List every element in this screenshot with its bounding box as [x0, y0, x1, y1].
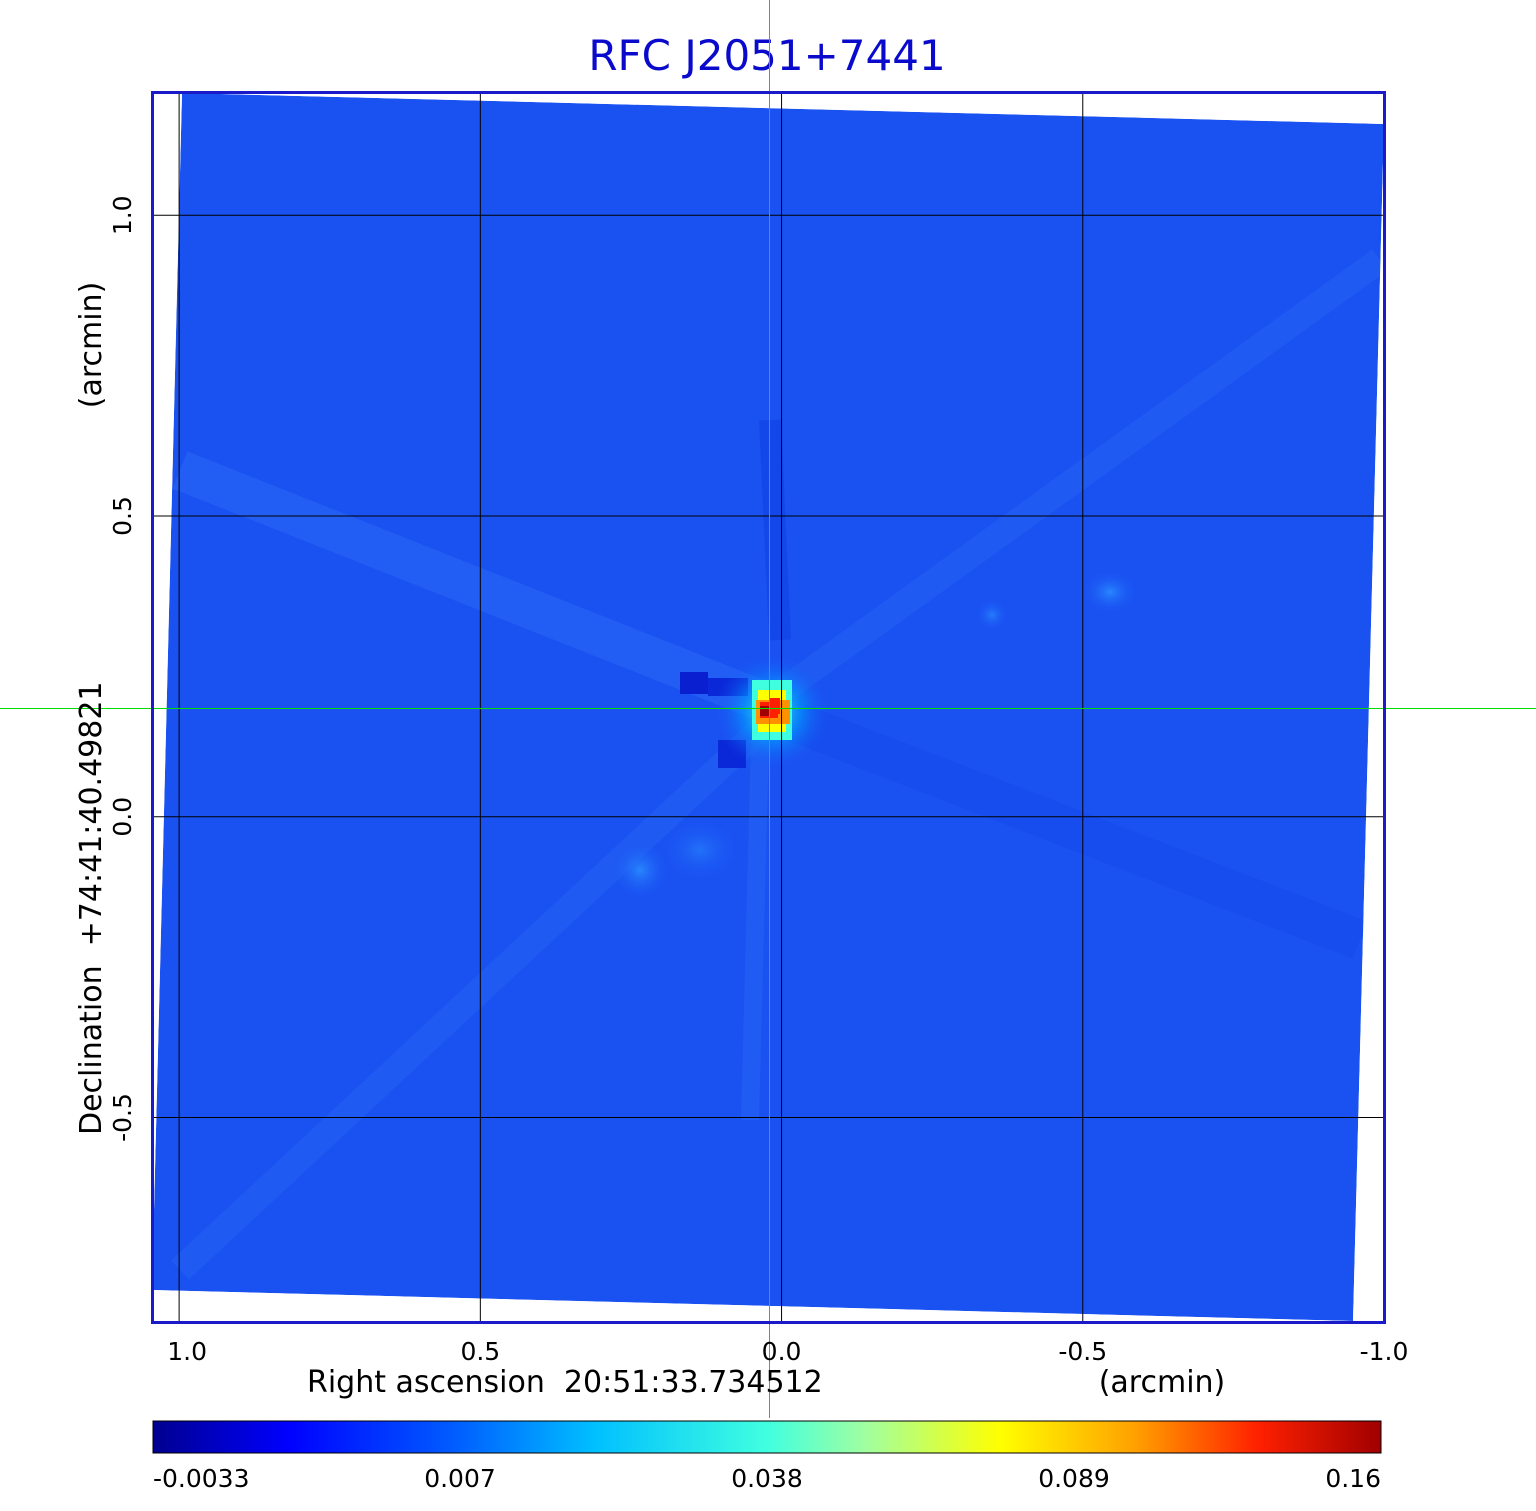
y-tick-label: 0.0: [108, 797, 137, 837]
source-pixel: [770, 698, 780, 714]
coordinate-grid: [152, 92, 1384, 1322]
plot-frame: [151, 91, 1386, 1324]
x-tick-label: -0.5: [1058, 1337, 1107, 1366]
y-tick-label: 0.5: [108, 496, 137, 536]
chart-title: RFC J2051+7441: [588, 31, 945, 80]
x-tick-label: 1.0: [167, 1337, 207, 1366]
crosshair: [0, 0, 1536, 1418]
x-tick-label: -1.0: [1360, 1337, 1409, 1366]
x-axis-unit: (arcmin): [1099, 1365, 1226, 1400]
x-axis-label: Right ascension 20:51:33.734512: [307, 1365, 823, 1400]
faint-feature: [660, 818, 740, 882]
negative-pixel: [680, 672, 708, 694]
y-tick-label: -0.5: [108, 1093, 137, 1142]
colorbar-tick-label: 0.038: [731, 1464, 803, 1493]
y-tick-labels: 1.0 0.5 0.0 -0.5: [108, 195, 137, 1141]
intensity-map: [152, 93, 1384, 1321]
colorbar-tick-label: -0.0033: [153, 1464, 250, 1493]
colorbar-tick-label: 0.007: [424, 1464, 496, 1493]
colorbar: [152, 1420, 1382, 1454]
faint-feature: [976, 599, 1008, 631]
colorbar-tick-label: 0.089: [1038, 1464, 1110, 1493]
y-axis-label: Declination +74:41:40.49821: [74, 681, 109, 1135]
source-peak-pixel: [760, 706, 770, 716]
faint-feature: [610, 840, 670, 900]
sidelobe-streak: [762, 249, 1384, 711]
sidelobe-streak: [741, 739, 769, 1121]
colorbar-tick-labels: -0.0033 0.007 0.038 0.089 0.16: [153, 1464, 1381, 1493]
y-axis-unit: (arcmin): [74, 282, 109, 409]
x-tick-labels: 1.0 0.5 0.0 -0.5 -1.0: [167, 1337, 1408, 1366]
x-tick-label: 0.5: [460, 1337, 500, 1366]
sidelobe-streak: [172, 451, 768, 719]
sidelobe-streak: [782, 701, 1368, 959]
sidelobe-streak: [759, 419, 791, 641]
x-tick-label: 0.0: [762, 1337, 802, 1366]
colorbar-tick-label: 0.16: [1325, 1464, 1381, 1493]
sidelobe-streak: [171, 720, 769, 1280]
y-tick-label: 1.0: [108, 195, 137, 235]
faint-feature: [1082, 570, 1138, 614]
